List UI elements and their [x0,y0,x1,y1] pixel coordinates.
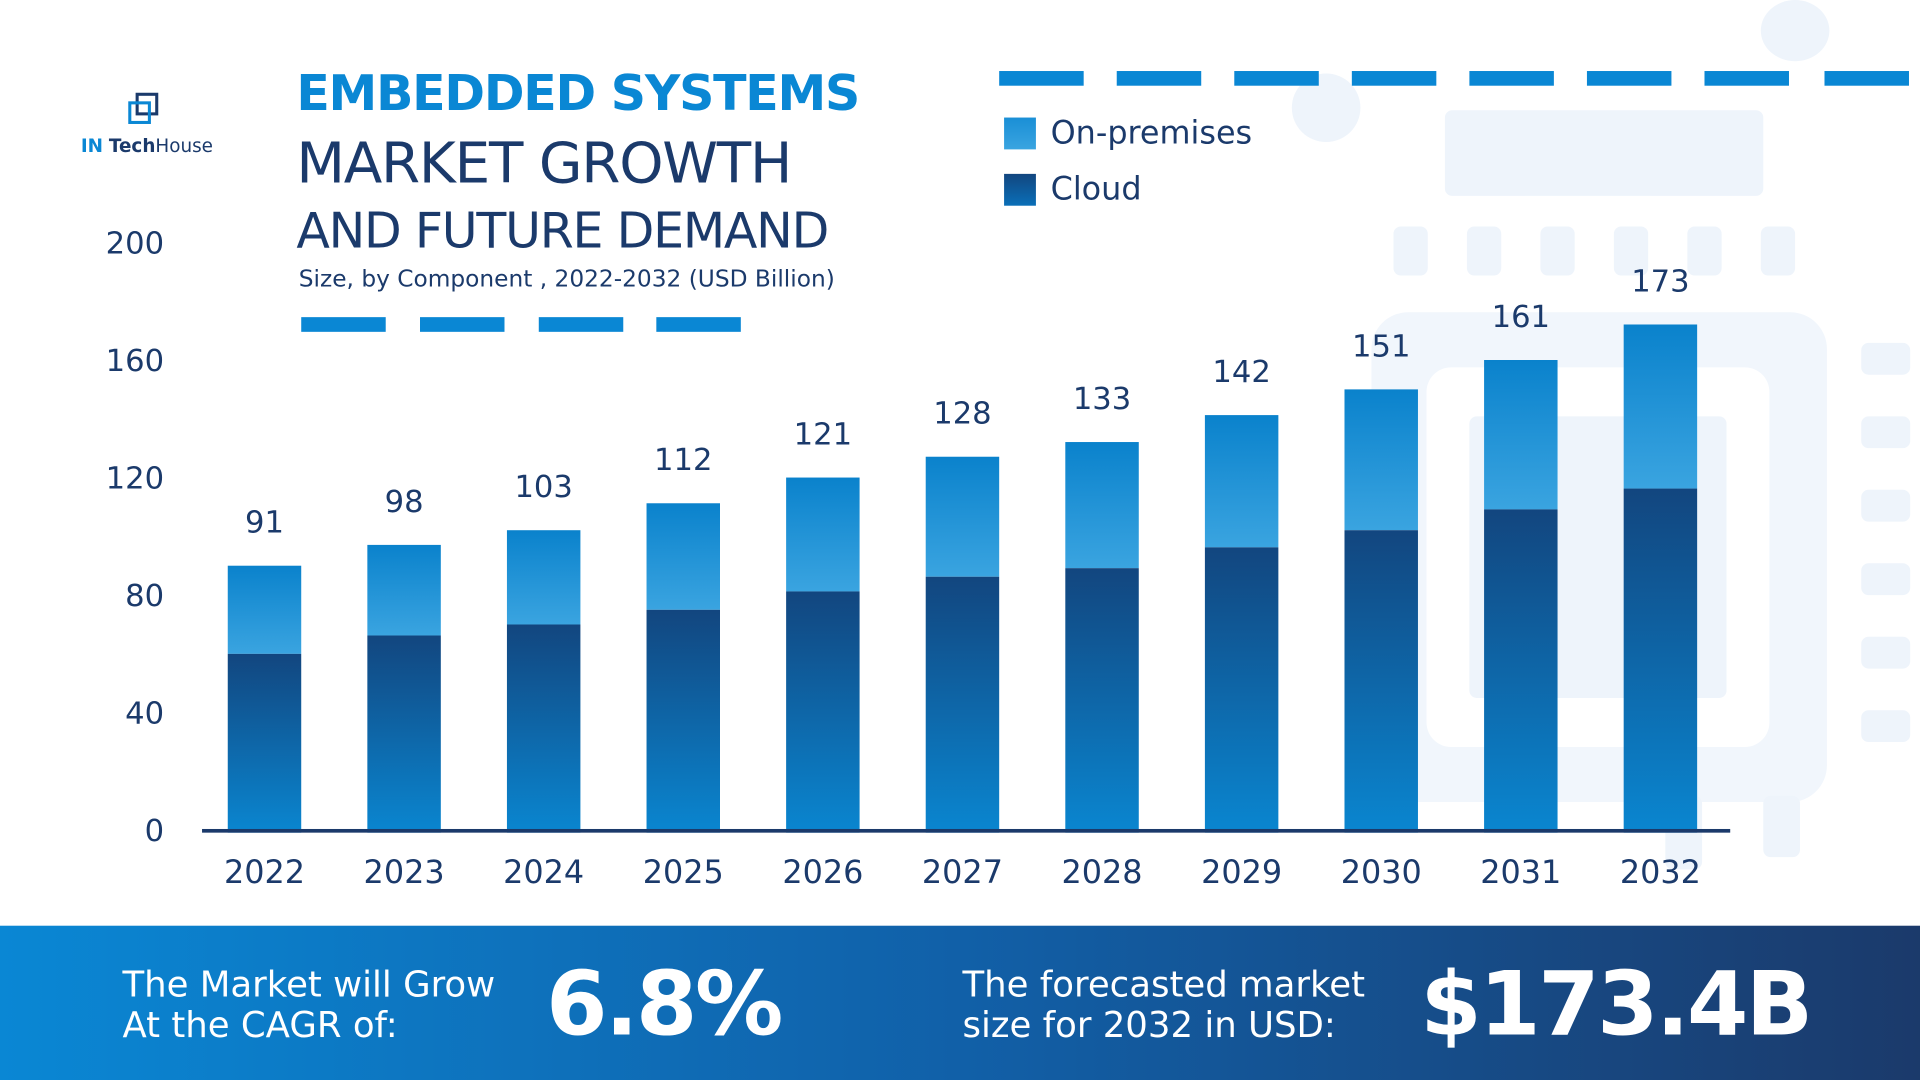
logo-icon [128,92,159,124]
bar-cloud [227,653,302,833]
bar-on-premises [1065,441,1139,569]
x-tick-label: 2026 [782,854,864,892]
bar-cloud [1204,547,1279,833]
x-tick-label: 2025 [642,854,724,892]
bar-on-premises [1344,388,1418,530]
bar-on-premises [227,565,302,654]
forecast-value: $173.4B [1420,952,1813,1056]
cagr-label-line-2: At the CAGR of: [122,1004,398,1046]
cagr-label: The Market will Grow At the CAGR of: [122,963,496,1046]
legend-label: Cloud [1050,171,1142,209]
bar-on-premises [786,477,860,592]
total-value-label: 128 [933,395,992,431]
bar-on-premises [1484,359,1558,510]
title-line-3: AND FUTURE DEMAND [296,203,829,260]
bar-cloud [367,635,441,833]
y-tick-label: 160 [105,342,165,379]
total-value-label: 161 [1491,298,1551,334]
x-tick-label: 2032 [1619,854,1701,892]
legend-swatch-on-premises [1004,117,1036,150]
total-value-label: 173 [1631,263,1690,299]
cagr-label-line-1: The Market will Grow [122,963,496,1006]
subtitle: Size, by Component , 2022-2032 (USD Bill… [298,265,835,293]
total-value-label: 112 [654,442,713,478]
bar-cloud [1344,529,1418,833]
x-tick-label: 2024 [503,854,585,892]
total-value-label: 121 [793,415,853,452]
logo-house: House [155,134,213,157]
bar-cloud [1065,568,1139,833]
bar-cloud [506,623,581,833]
x-tick-label: 2022 [223,854,305,892]
x-tick-label: 2030 [1340,854,1422,892]
bar-cloud [925,576,1000,833]
legend-on-premises: On-premises [1004,115,1252,152]
y-tick-label: 120 [105,460,165,496]
x-tick-label: 2028 [1061,854,1143,892]
bar-on-premises [925,456,1000,577]
logo-in: IN [80,134,104,157]
total-value-label: 142 [1212,354,1271,390]
forecast-label: The forecasted market size for 2032 in U… [962,963,1366,1046]
y-tick-label: 0 [144,813,165,849]
forecast-label-line-1: The forecasted market [962,963,1366,1006]
y-tick-label: 200 [105,225,165,261]
total-value-label: 98 [384,483,424,519]
title-line-2: MARKET GROWTH [296,129,792,196]
bar-on-premises [1204,415,1279,548]
title-line-1: EMBEDDED SYSTEMS [296,66,860,123]
total-value-label: 91 [245,503,284,540]
x-tick-label: 2027 [921,854,1003,892]
bar-on-premises [1623,324,1698,489]
legend-label: On-premises [1050,115,1253,152]
x-tick-label: 2031 [1480,854,1562,892]
bar-on-premises [506,529,581,624]
bar-on-premises [646,503,721,610]
legend-cloud: Cloud [1004,171,1142,209]
forecast-label-line-2: size for 2032 in USD: [962,1004,1336,1046]
bar-cloud [1623,488,1698,833]
bar-cloud [1484,509,1558,833]
y-tick-label: 40 [125,695,165,732]
total-value-label: 151 [1352,327,1411,364]
y-tick-label: 80 [125,577,165,614]
legend-swatch-cloud [1004,173,1036,206]
footer-banner: The Market will Grow At the CAGR of: 6.8… [0,925,1920,1080]
x-axis-line [202,828,1731,833]
total-value-label: 103 [514,468,573,505]
logo-tech: Tech [108,134,156,157]
x-tick-label: 2029 [1201,854,1283,892]
total-value-label: 133 [1072,380,1132,417]
cagr-value: 6.8% [546,952,783,1056]
x-tick-label: 2023 [363,854,445,892]
bar-cloud [646,609,721,833]
bar-on-premises [367,544,441,636]
bar-cloud [786,591,860,833]
